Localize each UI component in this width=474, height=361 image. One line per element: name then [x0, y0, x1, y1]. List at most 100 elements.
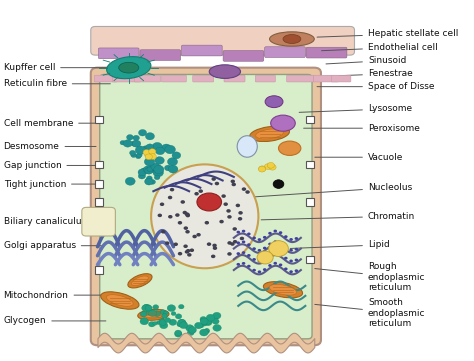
Circle shape [152, 143, 162, 151]
Circle shape [273, 230, 277, 232]
Bar [95, 180, 103, 188]
Circle shape [279, 253, 283, 256]
Circle shape [182, 211, 187, 214]
Circle shape [258, 238, 261, 241]
Circle shape [205, 329, 210, 332]
Circle shape [219, 220, 224, 223]
Ellipse shape [283, 35, 301, 43]
Text: Cell membrane: Cell membrane [4, 119, 99, 128]
Circle shape [279, 242, 283, 245]
Circle shape [263, 247, 266, 249]
Circle shape [203, 320, 209, 325]
Circle shape [183, 244, 188, 248]
FancyBboxPatch shape [193, 75, 214, 82]
Circle shape [258, 249, 261, 252]
Circle shape [295, 237, 298, 240]
Circle shape [168, 215, 173, 218]
FancyBboxPatch shape [112, 75, 140, 82]
Circle shape [238, 211, 243, 215]
Circle shape [131, 153, 137, 157]
Circle shape [213, 246, 217, 250]
Text: Mitochondrion: Mitochondrion [4, 291, 106, 300]
Circle shape [284, 268, 288, 270]
Circle shape [188, 327, 196, 333]
Ellipse shape [255, 129, 283, 139]
Text: Sinusoid: Sinusoid [326, 56, 406, 65]
Circle shape [237, 231, 240, 234]
Circle shape [269, 241, 288, 256]
Text: Reticulin fibre: Reticulin fibre [4, 79, 110, 88]
Circle shape [143, 149, 150, 155]
Circle shape [207, 242, 211, 246]
Circle shape [140, 318, 148, 325]
Circle shape [177, 322, 183, 327]
Circle shape [212, 318, 219, 324]
FancyBboxPatch shape [140, 50, 181, 61]
Circle shape [175, 213, 180, 217]
Circle shape [120, 140, 126, 145]
Circle shape [233, 240, 237, 244]
Circle shape [179, 322, 188, 329]
Circle shape [263, 257, 266, 260]
Ellipse shape [265, 96, 283, 108]
FancyBboxPatch shape [313, 75, 338, 82]
Circle shape [127, 135, 133, 140]
Circle shape [173, 243, 178, 246]
Circle shape [257, 251, 273, 264]
Ellipse shape [107, 57, 151, 79]
Circle shape [167, 158, 178, 166]
Circle shape [145, 178, 153, 185]
Circle shape [252, 247, 256, 250]
Circle shape [146, 144, 154, 151]
Circle shape [273, 262, 277, 265]
Circle shape [125, 177, 135, 185]
Circle shape [185, 213, 190, 216]
Circle shape [143, 166, 153, 174]
Circle shape [212, 244, 217, 247]
Ellipse shape [131, 276, 148, 286]
Circle shape [168, 196, 173, 199]
Circle shape [247, 243, 251, 246]
Text: Fenestrae: Fenestrae [317, 69, 413, 78]
Circle shape [168, 165, 178, 173]
Circle shape [284, 246, 288, 249]
Circle shape [196, 233, 201, 236]
FancyBboxPatch shape [91, 68, 321, 345]
Circle shape [267, 162, 274, 168]
Circle shape [226, 209, 231, 213]
Ellipse shape [151, 164, 258, 268]
Circle shape [146, 310, 152, 315]
Ellipse shape [271, 115, 295, 131]
Circle shape [183, 226, 188, 230]
Circle shape [205, 221, 209, 225]
Ellipse shape [118, 62, 139, 73]
Text: Hepatic stellate cell: Hepatic stellate cell [317, 29, 458, 38]
Circle shape [238, 217, 242, 221]
Circle shape [162, 314, 167, 318]
Circle shape [227, 215, 232, 219]
Circle shape [181, 200, 185, 204]
Circle shape [153, 322, 157, 325]
Circle shape [140, 312, 147, 317]
Circle shape [259, 166, 266, 171]
Circle shape [215, 182, 219, 185]
Circle shape [228, 241, 232, 245]
Ellipse shape [143, 311, 164, 318]
Circle shape [153, 311, 161, 317]
FancyBboxPatch shape [94, 75, 118, 82]
Circle shape [129, 151, 136, 155]
Circle shape [204, 318, 211, 325]
Circle shape [199, 323, 204, 328]
Circle shape [242, 262, 246, 265]
Circle shape [175, 330, 182, 336]
Circle shape [233, 227, 237, 231]
Circle shape [185, 212, 189, 216]
Circle shape [153, 305, 159, 309]
Circle shape [206, 314, 215, 321]
Circle shape [199, 190, 203, 193]
Circle shape [200, 329, 208, 336]
FancyBboxPatch shape [224, 75, 245, 82]
Circle shape [237, 242, 240, 244]
Circle shape [289, 238, 293, 241]
FancyBboxPatch shape [91, 26, 355, 55]
